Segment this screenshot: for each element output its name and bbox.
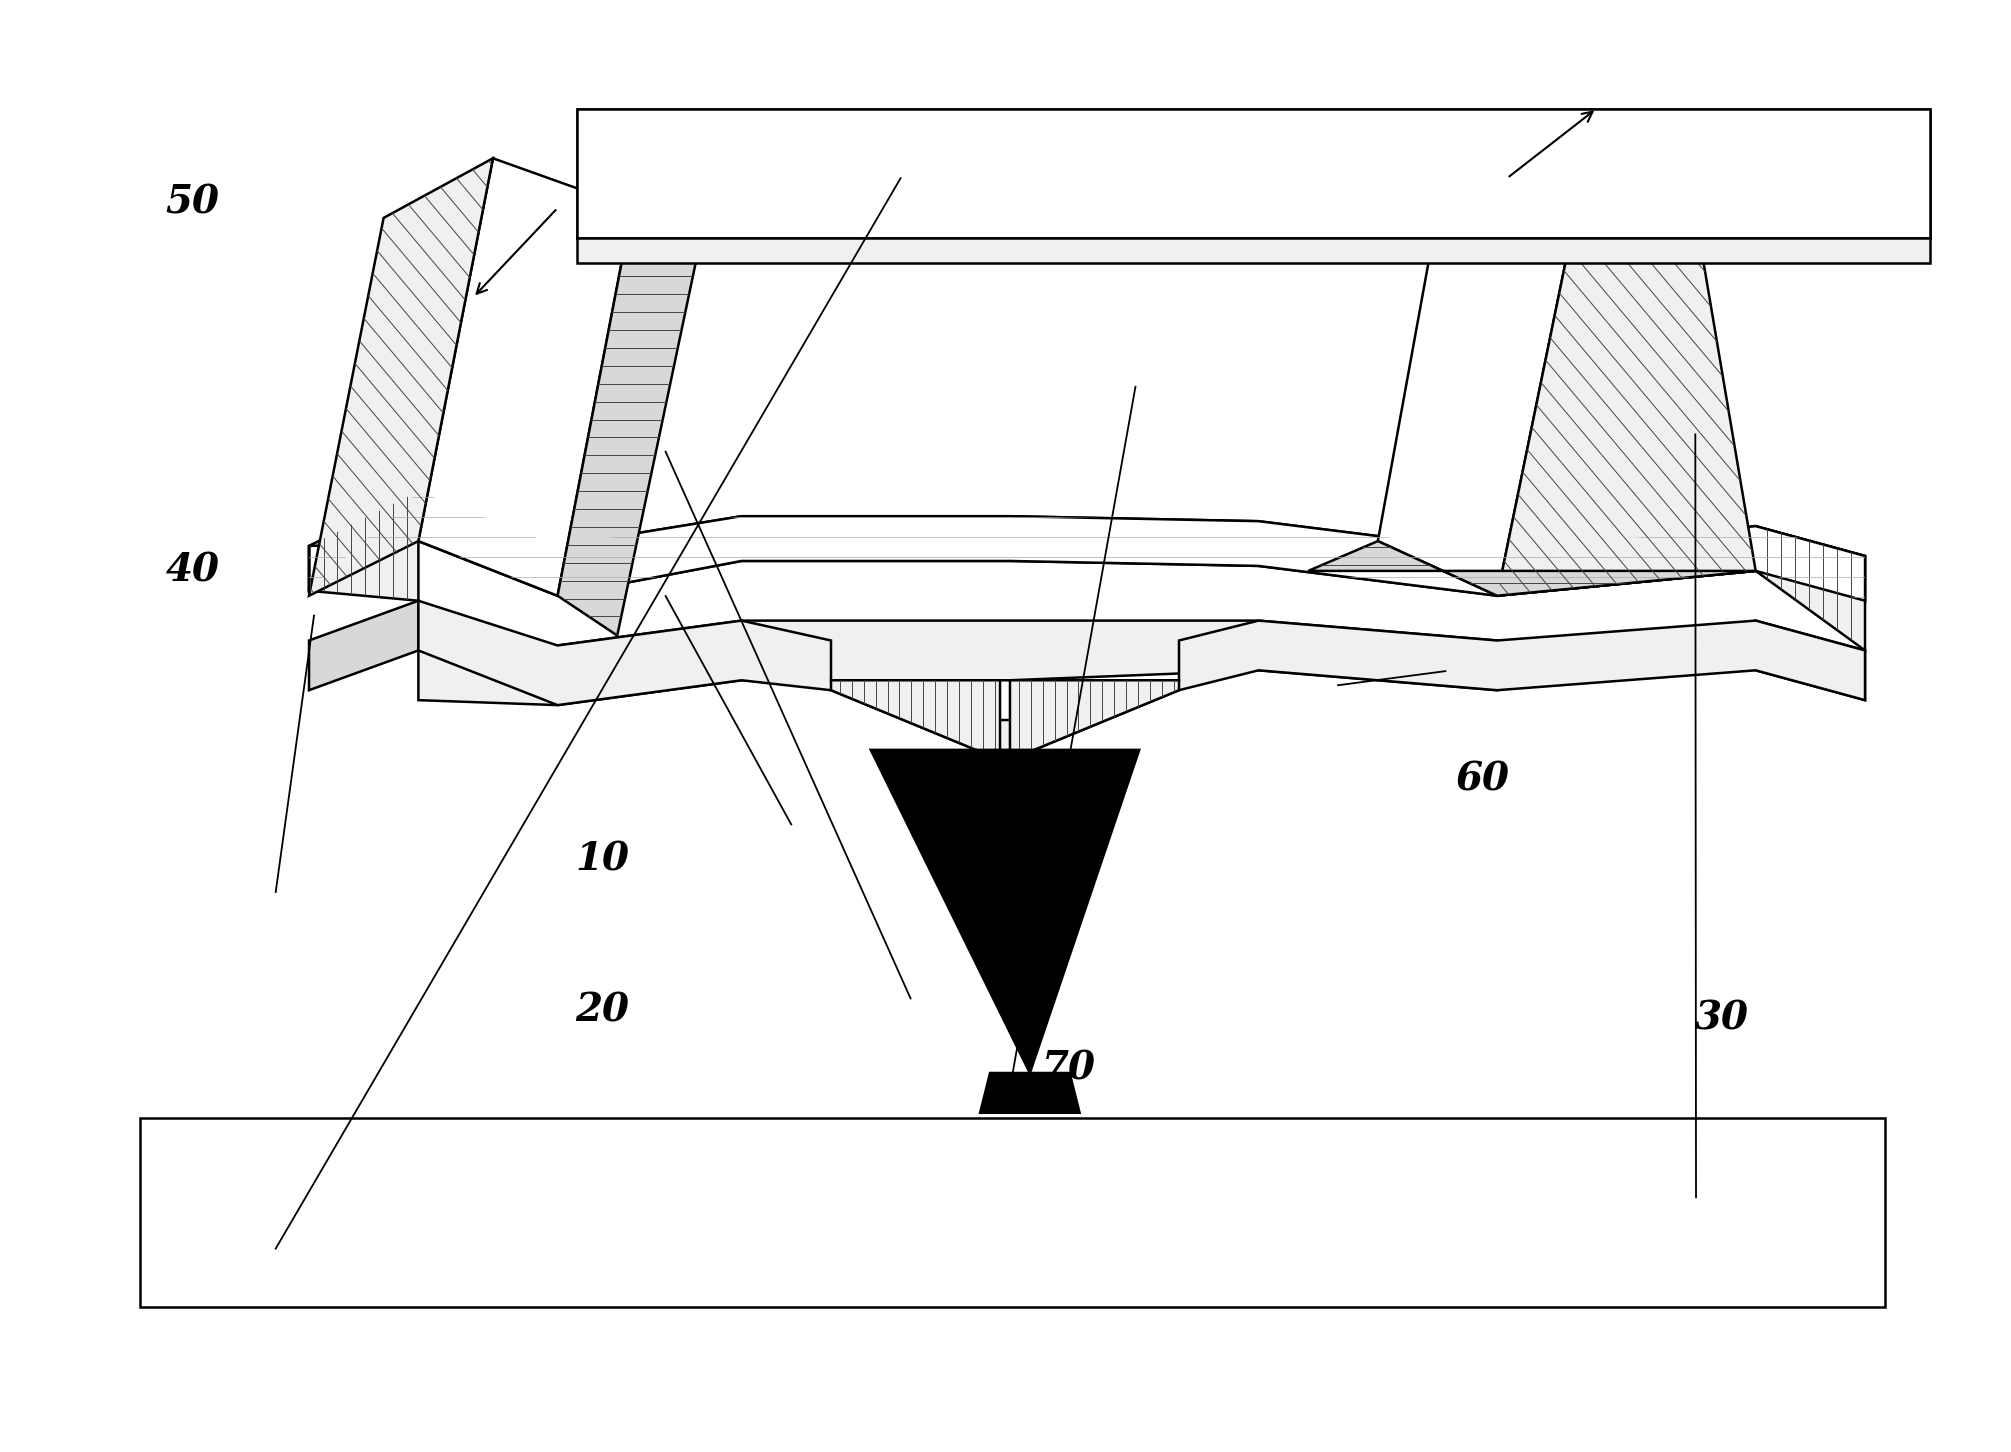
- Text: 20: 20: [575, 992, 629, 1029]
- Polygon shape: [1756, 620, 1864, 700]
- Text: 60: 60: [1456, 761, 1510, 799]
- Polygon shape: [577, 109, 1931, 238]
- Text: 50: 50: [165, 183, 219, 222]
- Polygon shape: [418, 158, 631, 595]
- Polygon shape: [1756, 526, 1864, 650]
- Polygon shape: [141, 1118, 1884, 1307]
- Polygon shape: [979, 1073, 1080, 1112]
- Polygon shape: [871, 749, 1138, 1073]
- Text: 40: 40: [165, 552, 219, 590]
- Polygon shape: [557, 208, 696, 636]
- Polygon shape: [831, 681, 999, 759]
- Polygon shape: [1309, 542, 1756, 595]
- Polygon shape: [1010, 681, 1178, 759]
- Text: 70: 70: [1042, 1050, 1096, 1088]
- Polygon shape: [310, 491, 1864, 601]
- Polygon shape: [310, 491, 418, 601]
- Polygon shape: [577, 238, 1931, 263]
- Polygon shape: [1496, 208, 1756, 595]
- Polygon shape: [310, 491, 1864, 601]
- Polygon shape: [310, 158, 493, 595]
- Polygon shape: [577, 109, 1931, 238]
- Polygon shape: [418, 601, 1864, 759]
- Polygon shape: [1378, 158, 1577, 595]
- Text: 30: 30: [1695, 999, 1750, 1037]
- Polygon shape: [310, 601, 418, 690]
- Polygon shape: [418, 620, 1496, 706]
- Text: 10: 10: [575, 841, 629, 878]
